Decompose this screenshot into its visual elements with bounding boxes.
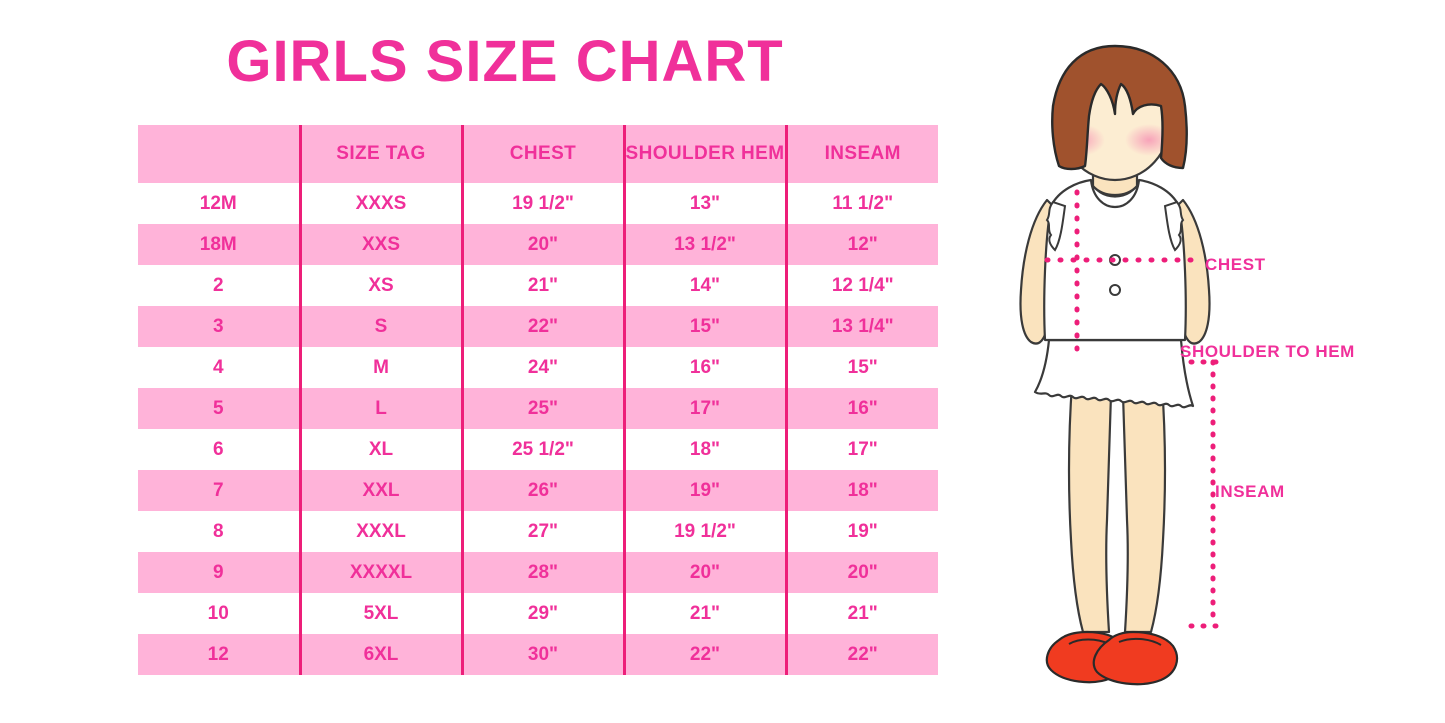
column-header-shoulder-hem: SHOULDER HEM: [622, 125, 786, 183]
cell-size: 3: [212, 315, 224, 337]
cell-inseam: 19": [784, 511, 938, 552]
table-row: 18M XXS 20" 13 1/2" 12": [138, 224, 938, 265]
size-table: SIZE TAG CHEST SHOULDER HEM INSEAM 12M XX…: [138, 125, 938, 675]
cell-shoulder-hem: 15": [622, 306, 786, 347]
cell-inseam: 21": [784, 593, 938, 634]
table-row: 6 XL 25 1/2" 18" 17": [138, 429, 938, 470]
cell-chest: 27": [460, 511, 624, 552]
cell-shoulder-hem: 19": [622, 470, 786, 511]
cell-chest: 24": [460, 347, 624, 388]
cell-shoulder-hem: 13 1/2": [622, 224, 786, 265]
cell-inseam: 11 1/2": [784, 183, 938, 224]
measurement-guides: [1044, 189, 1220, 629]
cell-size: 8: [212, 520, 224, 542]
cell-chest: 20": [460, 224, 624, 265]
cell-size-tag: XL: [298, 429, 462, 470]
cell-inseam: 20": [784, 552, 938, 593]
cell-size-tag: XXXXL: [298, 552, 462, 593]
cell-size: 12: [207, 643, 229, 665]
cell-size-tag: XXL: [298, 470, 462, 511]
cell-chest: 25 1/2": [460, 429, 624, 470]
shoes: [1045, 630, 1179, 686]
measurement-label-shoulder-to-hem: SHOULDER TO HEM: [1180, 342, 1355, 361]
cell-size-tag: 5XL: [298, 593, 462, 634]
page-title: GIRLS SIZE CHART: [226, 29, 784, 94]
cell-chest: 19 1/2": [460, 183, 624, 224]
measurement-label-chest: CHEST: [1205, 255, 1266, 274]
cell-size: 4: [212, 356, 224, 378]
cell-inseam: 15": [784, 347, 938, 388]
cell-size: 9: [212, 561, 224, 583]
cell-size-tag: M: [298, 347, 462, 388]
table-row: 2 XS 21" 14" 12 1/4": [138, 265, 938, 306]
table-row: 5 L 25" 17" 16": [138, 388, 938, 429]
button-lower: [1109, 284, 1121, 296]
cell-size: 18M: [199, 233, 237, 255]
column-header-size: [138, 125, 300, 183]
measurement-label-inseam: INSEAM: [1215, 482, 1285, 501]
cell-inseam: 12": [784, 224, 938, 265]
cell-size-tag: XXS: [298, 224, 462, 265]
cell-inseam: 12 1/4": [784, 265, 938, 306]
skirt: [1033, 338, 1195, 409]
cell-size-tag: XS: [298, 265, 462, 306]
cell-inseam: 22": [784, 634, 938, 675]
column-header-size-tag: SIZE TAG: [298, 125, 462, 183]
cell-size: 2: [212, 274, 224, 296]
cell-size: 10: [207, 602, 229, 624]
cell-shoulder-hem: 14": [622, 265, 786, 306]
cell-chest: 29": [460, 593, 624, 634]
cell-shoulder-hem: 22": [622, 634, 786, 675]
table-body: 12M XXXS 19 1/2" 13" 11 1/2" 18M XXS 20" 13 1/2"…: [138, 183, 938, 675]
cell-inseam: 18": [784, 470, 938, 511]
table-row: 12M XXXS 19 1/2" 13" 11 1/2": [138, 183, 938, 224]
cell-size: 6: [212, 438, 224, 460]
cell-size-tag: XXXS: [298, 183, 462, 224]
cell-shoulder-hem: 18": [622, 429, 786, 470]
column-header-chest: CHEST: [460, 125, 624, 183]
table-header: SIZE TAG CHEST SHOULDER HEM INSEAM: [138, 125, 938, 183]
legs: [1067, 328, 1167, 634]
cell-shoulder-hem: 17": [622, 388, 786, 429]
cell-size-tag: XXXL: [298, 511, 462, 552]
table-header-row: SIZE TAG CHEST SHOULDER HEM INSEAM: [138, 125, 938, 183]
cell-size: 12M: [199, 192, 237, 214]
table-row: 4 M 24" 16" 15": [138, 347, 938, 388]
cell-size: 5: [212, 397, 224, 419]
cell-size-tag: 6XL: [298, 634, 462, 675]
cell-size: 7: [212, 479, 224, 501]
table-row: 8 XXXL 27" 19 1/2" 19": [138, 511, 938, 552]
table-row: 10 5XL 29" 21" 21": [138, 593, 938, 634]
table-row: 3 S 22" 15" 13 1/4": [138, 306, 938, 347]
cell-shoulder-hem: 13": [622, 183, 786, 224]
cell-chest: 30": [460, 634, 624, 675]
cell-inseam: 17": [784, 429, 938, 470]
cell-inseam: 13 1/4": [784, 306, 938, 347]
table-row: 12 6XL 30" 22" 22": [138, 634, 938, 675]
cell-shoulder-hem: 16": [622, 347, 786, 388]
cell-size-tag: L: [298, 388, 462, 429]
table-row: 7 XXL 26" 19" 18": [138, 470, 938, 511]
cell-chest: 28": [460, 552, 624, 593]
cell-chest: 25": [460, 388, 624, 429]
cell-inseam: 16": [784, 388, 938, 429]
cell-chest: 26": [460, 470, 624, 511]
cell-chest: 21": [460, 265, 624, 306]
column-header-inseam: INSEAM: [784, 125, 938, 183]
cell-size-tag: S: [298, 306, 462, 347]
girl-figure-illustration: [985, 40, 1245, 690]
cell-shoulder-hem: 20": [622, 552, 786, 593]
cell-chest: 22": [460, 306, 624, 347]
table-row: 9 XXXXL 28" 20" 20": [138, 552, 938, 593]
cell-shoulder-hem: 21": [622, 593, 786, 634]
size-table-container: SIZE TAG CHEST SHOULDER HEM INSEAM 12M XX…: [138, 125, 938, 675]
hair: [1051, 44, 1188, 171]
cell-shoulder-hem: 19 1/2": [622, 511, 786, 552]
